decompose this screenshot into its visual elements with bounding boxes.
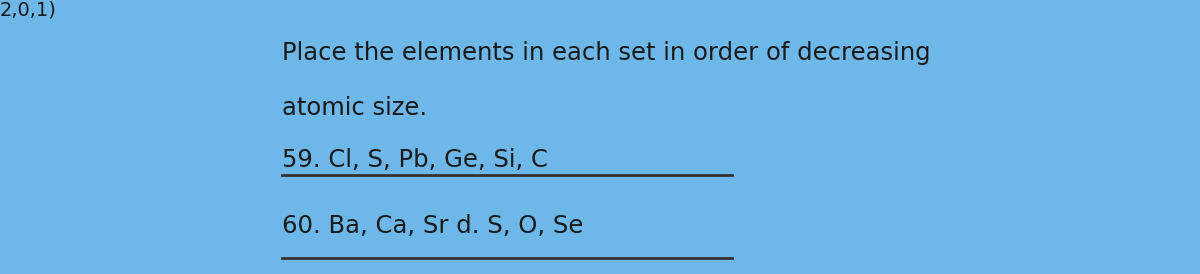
Text: 59. Cl, S, Pb, Ge, Si, C: 59. Cl, S, Pb, Ge, Si, C (282, 148, 548, 172)
Text: 2,0,1): 2,0,1) (0, 0, 56, 19)
Text: Place the elements in each set in order of decreasing: Place the elements in each set in order … (282, 41, 931, 65)
Text: atomic size.: atomic size. (282, 96, 427, 120)
Text: 60. Ba, Ca, Sr d. S, O, Se: 60. Ba, Ca, Sr d. S, O, Se (282, 214, 583, 238)
